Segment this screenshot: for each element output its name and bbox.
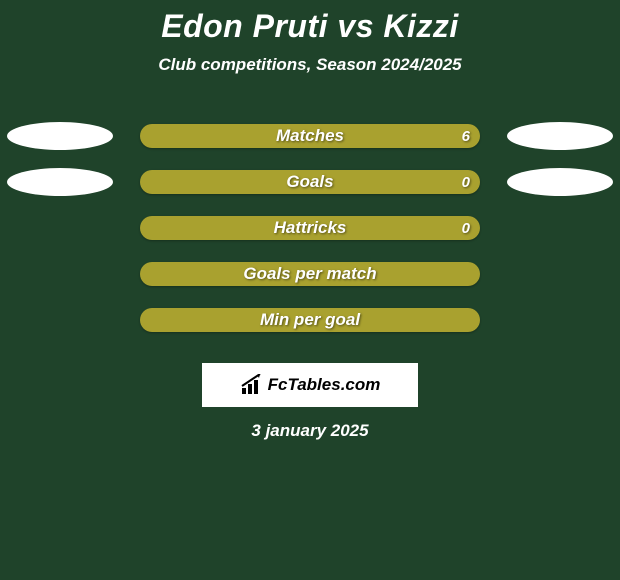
logo-box: FcTables.com bbox=[202, 363, 418, 407]
stat-label: Goals per match bbox=[243, 264, 376, 284]
stat-row: Goals per match bbox=[0, 251, 620, 297]
page-title: Edon Pruti vs Kizzi bbox=[0, 8, 620, 45]
left-ellipse bbox=[7, 168, 113, 196]
logo-content: FcTables.com bbox=[240, 374, 381, 396]
date-label: 3 january 2025 bbox=[0, 421, 620, 441]
stat-row: Min per goal bbox=[0, 297, 620, 343]
main-container: Edon Pruti vs Kizzi Club competitions, S… bbox=[0, 0, 620, 441]
stat-label: Matches bbox=[276, 126, 344, 146]
stat-bar: Hattricks 0 bbox=[140, 216, 480, 240]
subtitle: Club competitions, Season 2024/2025 bbox=[0, 55, 620, 75]
chart-icon bbox=[240, 374, 264, 396]
stat-label: Hattricks bbox=[274, 218, 347, 238]
stat-row: Matches 6 bbox=[0, 113, 620, 159]
stat-bar: Matches 6 bbox=[140, 124, 480, 148]
stat-label: Min per goal bbox=[260, 310, 360, 330]
stat-bar: Min per goal bbox=[140, 308, 480, 332]
stats-list: Matches 6 Goals 0 Hattricks 0 Goals per match M… bbox=[0, 113, 620, 343]
stat-label: Goals bbox=[286, 172, 333, 192]
stat-value: 0 bbox=[462, 220, 470, 237]
right-ellipse bbox=[507, 122, 613, 150]
stat-value: 6 bbox=[462, 128, 470, 145]
stat-bar: Goals per match bbox=[140, 262, 480, 286]
stat-row: Goals 0 bbox=[0, 159, 620, 205]
stat-bar: Goals 0 bbox=[140, 170, 480, 194]
stat-value: 0 bbox=[462, 174, 470, 191]
stat-row: Hattricks 0 bbox=[0, 205, 620, 251]
right-ellipse bbox=[507, 168, 613, 196]
left-ellipse bbox=[7, 122, 113, 150]
logo-text: FcTables.com bbox=[268, 375, 381, 395]
